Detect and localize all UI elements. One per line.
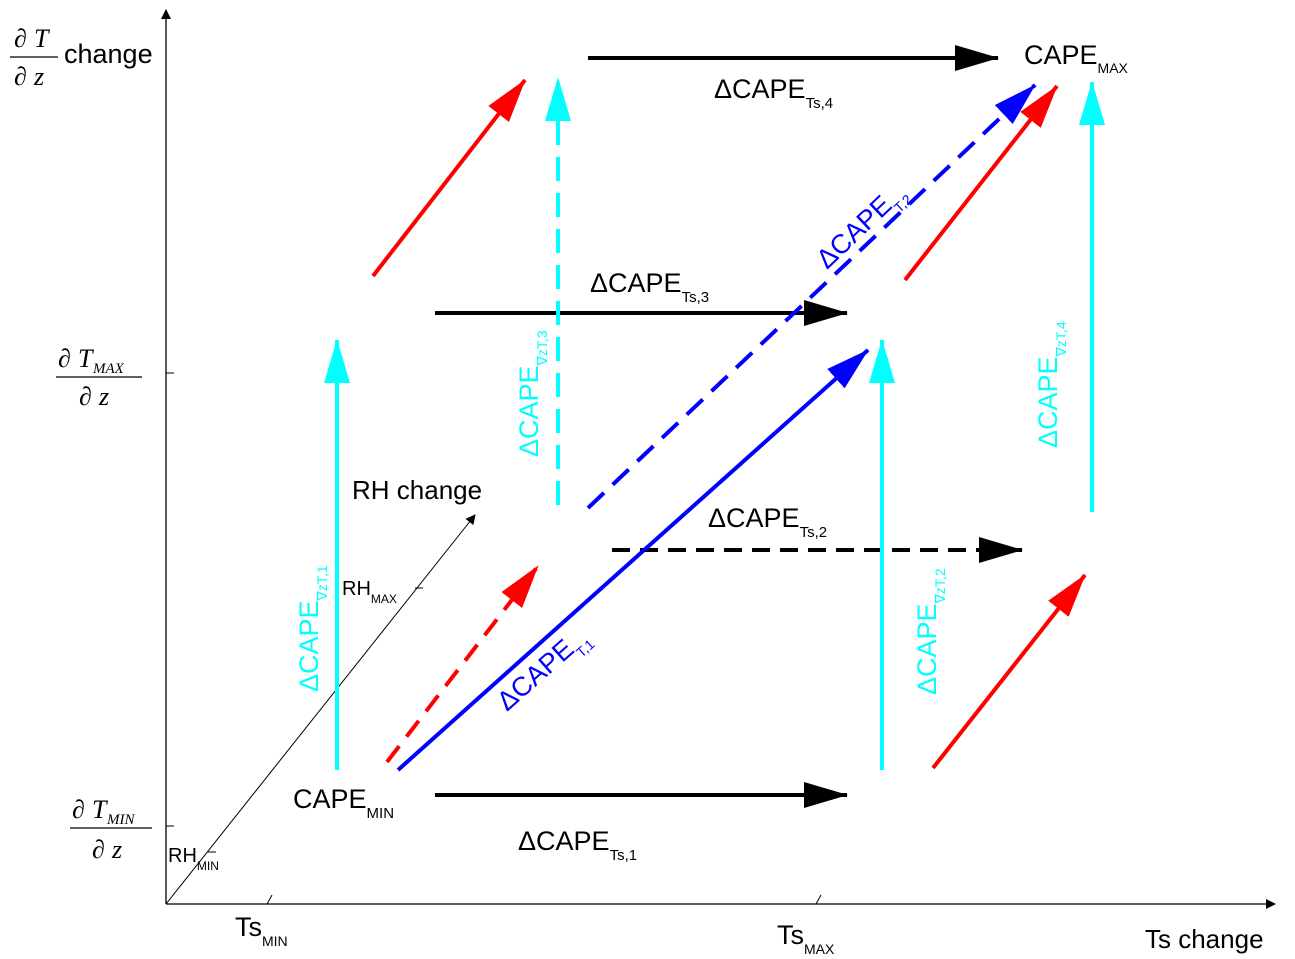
delta-ts4-label: ΔCAPETs,4 <box>714 74 833 112</box>
y-min-partial-bottom: ∂ <box>92 835 105 864</box>
cape-max-label: CAPEMAX <box>1024 40 1129 76</box>
y-max-t: T <box>78 344 94 373</box>
cape-min-label: CAPEMIN <box>293 784 394 822</box>
delta-ts2-label: ΔCAPETs,2 <box>708 503 827 541</box>
t-arrow-1 <box>396 348 870 772</box>
x-tick-max <box>815 894 822 905</box>
rh-label-min: RHMIN <box>168 845 219 873</box>
delta-grad2-label: ΔCAPE∇zT,2 <box>912 568 948 695</box>
x-axis-title: Ts change <box>1145 924 1264 954</box>
rh-axis-line <box>165 514 476 905</box>
y-max-z: z <box>98 382 109 411</box>
y-min-partial-top: ∂ <box>72 795 85 824</box>
rh-arrow-4 <box>903 84 1059 282</box>
delta-grad4-label: ΔCAPE∇zT,4 <box>1033 321 1069 448</box>
y-title-z: z <box>33 62 44 91</box>
delta-ts1-label: ΔCAPETs,1 <box>518 826 637 864</box>
rh-arrows <box>371 78 1087 770</box>
y-label-min: ∂ T MIN ∂ z <box>70 795 152 864</box>
y-max-partial-bottom: ∂ <box>79 382 92 411</box>
y-title-partial-top: ∂ <box>14 24 27 53</box>
rh-arrow-3 <box>371 78 527 278</box>
y-max-partial-top: ∂ <box>58 344 71 373</box>
delta-t2-label: ΔCAPET,2 <box>810 177 915 279</box>
y-min-z: z <box>111 835 122 864</box>
t-arrow-2 <box>586 83 1037 510</box>
y-min-sub: MIN <box>106 812 135 828</box>
delta-ts3-label: ΔCAPETs,3 <box>590 268 709 306</box>
rh-label-max: RHMAX <box>342 578 397 606</box>
rh-arrow-2 <box>931 573 1087 770</box>
x-label-min: TsMIN <box>235 912 288 949</box>
ts-arrows <box>435 45 1023 808</box>
x-label-max: TsMAX <box>777 920 835 957</box>
rh-arrow-1 <box>385 564 540 764</box>
delta-grad3-label: ΔCAPE∇zT,3 <box>514 330 550 457</box>
axes <box>161 9 1276 909</box>
temperature-arrows <box>396 83 1037 772</box>
delta-grad1-label: ΔCAPE∇zT,1 <box>294 565 330 692</box>
rh-axis-title: RH change <box>352 475 482 505</box>
y-title-partial-bottom: ∂ <box>14 62 27 91</box>
y-max-sub: MAX <box>92 361 125 377</box>
y-label-max: ∂ T MAX ∂ z <box>56 344 142 411</box>
y-title-suffix: change <box>64 39 153 69</box>
y-title-t: T <box>34 24 50 53</box>
gradient-arrows <box>324 77 1105 770</box>
y-min-t: T <box>92 795 108 824</box>
y-axis-title: ∂ T ∂ z change <box>10 24 153 91</box>
x-tick-min <box>266 894 273 905</box>
